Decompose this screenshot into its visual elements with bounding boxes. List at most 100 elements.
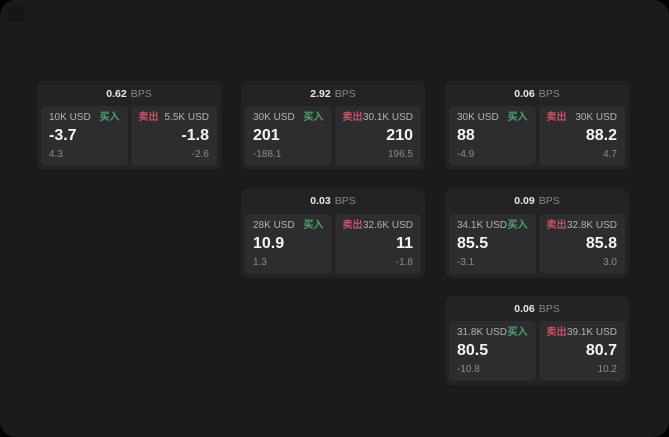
buy-tag: 买入 xyxy=(99,112,120,123)
buy-tag: 买入 xyxy=(303,219,324,231)
bps-value: 0.06 xyxy=(514,87,535,100)
quote-card: 0.03 BPS 28K USD 买入 10.9 1.3 卖出 32.6K USD 11 -1.8 xyxy=(241,188,425,278)
buy-panel[interactable]: 30K USD 买入 201 -188.1 xyxy=(245,106,332,166)
buy-amount: 31.8K USD xyxy=(457,327,508,338)
bps-unit-label: BPS xyxy=(538,195,560,207)
buy-panel-top: 30K USD 买入 xyxy=(253,112,324,124)
sell-value: 85.8 xyxy=(585,234,617,252)
sell-delta: 10.2 xyxy=(597,364,617,375)
sell-amount: 32.8K USD xyxy=(566,219,617,231)
sell-tag: 卖出 xyxy=(546,219,567,231)
sell-panel-top: 卖出 39.1K USD xyxy=(547,327,618,339)
bps-value: 2.92 xyxy=(310,87,331,100)
buy-delta: -10.8 xyxy=(457,364,480,375)
bps-unit-label: BPS xyxy=(538,302,560,315)
card-header: 0.06 BPS xyxy=(445,81,629,106)
sell-value: -1.8 xyxy=(181,127,209,144)
buy-panel-top: 34.1K USD 买入 xyxy=(457,220,528,232)
sell-panel-top: 卖出 32.6K USD xyxy=(343,220,414,232)
bps-unit-label: BPS xyxy=(538,87,560,100)
sell-amount: 32.6K USD xyxy=(362,219,413,231)
sell-value: 210 xyxy=(386,127,413,144)
buy-value: 85.5 xyxy=(457,234,489,252)
sell-panel-top: 卖出 32.8K USD xyxy=(547,220,618,232)
card-header: 0.09 BPS xyxy=(445,189,629,214)
sell-panel[interactable]: 卖出 32.6K USD 11 -1.8 xyxy=(334,213,421,274)
panels-row: 10K USD 买入 -3.7 4.3 卖出 5.5K USD -1.8 -2.6 xyxy=(37,106,221,170)
buy-panel-top: 31.8K USD 买入 xyxy=(457,327,528,339)
sell-panel-top: 卖出 5.5K USD xyxy=(139,112,210,124)
card-header: 0.06 BPS xyxy=(445,296,629,321)
buy-amount: 30K USD xyxy=(253,112,295,123)
panels-row: 31.8K USD 买入 80.5 -10.8 卖出 39.1K USD 80.7 10.2 xyxy=(445,321,629,385)
sell-value: 11 xyxy=(396,234,413,252)
buy-tag: 买入 xyxy=(507,327,528,338)
sell-amount: 39.1K USD xyxy=(566,327,617,338)
quote-card: 0.06 BPS 30K USD 买入 88 -4.9 卖出 30K USD 88.2 4.7 xyxy=(445,81,629,170)
sell-delta: -1.8 xyxy=(395,256,413,268)
buy-tag: 买入 xyxy=(303,112,324,123)
buy-value: 80.5 xyxy=(457,342,489,359)
sell-panel[interactable]: 卖出 30K USD 88.2 4.7 xyxy=(538,106,625,166)
buy-tag: 买入 xyxy=(507,112,528,123)
buy-delta: -3.1 xyxy=(457,256,475,268)
buy-amount: 34.1K USD xyxy=(457,219,508,231)
quote-card: 2.92 BPS 30K USD 买入 201 -188.1 卖出 30.1K USD 210 1… xyxy=(241,81,425,170)
bps-value: 0.03 xyxy=(310,195,331,207)
buy-panel[interactable]: 30K USD 买入 88 -4.9 xyxy=(449,106,536,166)
card-header: 2.92 BPS xyxy=(241,81,425,106)
buy-delta: -188.1 xyxy=(253,149,282,160)
buy-panel[interactable]: 10K USD 买入 -3.7 4.3 xyxy=(41,106,128,166)
card-header: 0.62 BPS xyxy=(37,81,221,106)
bps-value: 0.06 xyxy=(514,302,535,315)
buy-delta: 1.3 xyxy=(253,256,267,268)
bps-unit-label: BPS xyxy=(334,87,356,100)
sell-delta: 196.5 xyxy=(387,149,413,160)
buy-value: 201 xyxy=(253,127,280,144)
buy-amount: 30K USD xyxy=(457,112,499,123)
buy-amount: 10K USD xyxy=(49,112,91,123)
quote-card: 0.06 BPS 31.8K USD 买入 80.5 -10.8 卖出 39.1K USD 80… xyxy=(445,296,629,385)
sell-tag: 卖出 xyxy=(546,327,567,338)
buy-panel[interactable]: 31.8K USD 买入 80.5 -10.8 xyxy=(449,321,536,381)
panels-row: 34.1K USD 买入 85.5 -3.1 卖出 32.8K USD 85.8 3.0 xyxy=(445,213,629,278)
sell-delta: 3.0 xyxy=(603,256,617,268)
panels-row: 28K USD 买入 10.9 1.3 卖出 32.6K USD 11 -1.8 xyxy=(241,213,425,278)
sell-panel[interactable]: 卖出 30.1K USD 210 196.5 xyxy=(334,106,421,166)
sell-delta: -2.6 xyxy=(191,149,209,160)
bps-value: 0.62 xyxy=(106,87,127,100)
buy-delta: 4.3 xyxy=(49,149,63,160)
sell-amount: 30.1K USD xyxy=(362,112,413,123)
buy-amount: 28K USD xyxy=(253,219,295,231)
sell-tag: 卖出 xyxy=(546,112,567,123)
sell-panel-top: 卖出 30K USD xyxy=(547,112,618,124)
buy-panel[interactable]: 28K USD 买入 10.9 1.3 xyxy=(245,213,332,274)
buy-value: 88 xyxy=(457,127,475,144)
panels-row: 30K USD 买入 201 -188.1 卖出 30.1K USD 210 196.5 xyxy=(241,106,425,170)
sell-tag: 卖出 xyxy=(342,219,363,231)
buy-value: 10.9 xyxy=(253,234,285,252)
buy-delta: -4.9 xyxy=(457,149,475,160)
sell-amount: 5.5K USD xyxy=(164,112,209,123)
sell-delta: 4.7 xyxy=(603,149,617,160)
sell-value: 88.2 xyxy=(585,127,617,144)
buy-value: -3.7 xyxy=(49,127,77,144)
sell-amount: 30K USD xyxy=(575,112,617,123)
bps-unit-label: BPS xyxy=(334,195,356,207)
sell-value: 80.7 xyxy=(585,342,617,359)
sell-tag: 卖出 xyxy=(342,112,363,123)
quote-card: 0.09 BPS 34.1K USD 买入 85.5 -3.1 卖出 32.8K USD 85.… xyxy=(445,188,629,278)
buy-tag: 买入 xyxy=(507,219,528,231)
buy-panel-top: 10K USD 买入 xyxy=(49,112,120,124)
sell-panel[interactable]: 卖出 32.8K USD 85.8 3.0 xyxy=(538,213,625,274)
sell-panel[interactable]: 卖出 5.5K USD -1.8 -2.6 xyxy=(130,106,217,166)
buy-panel[interactable]: 34.1K USD 买入 85.5 -3.1 xyxy=(449,213,536,274)
panels-row: 30K USD 买入 88 -4.9 卖出 30K USD 88.2 4.7 xyxy=(445,106,629,170)
buy-panel-top: 30K USD 买入 xyxy=(457,112,528,124)
buy-panel-top: 28K USD 买入 xyxy=(253,220,324,232)
quote-card: 0.62 BPS 10K USD 买入 -3.7 4.3 卖出 5.5K USD -1.8 -2.… xyxy=(37,81,221,170)
sell-panel[interactable]: 卖出 39.1K USD 80.7 10.2 xyxy=(538,321,625,381)
sell-tag: 卖出 xyxy=(138,112,159,123)
bps-value: 0.09 xyxy=(514,195,535,207)
